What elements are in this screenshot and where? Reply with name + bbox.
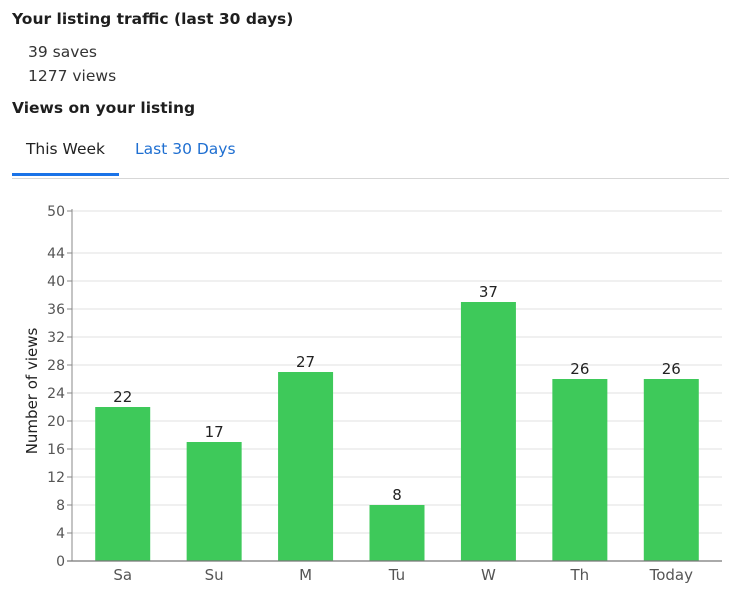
x-tick-label: Tu xyxy=(388,566,405,584)
bar xyxy=(369,505,425,561)
x-tick-label: Today xyxy=(649,566,694,584)
y-tick-label: 12 xyxy=(47,470,65,486)
y-tick-label: 8 xyxy=(56,498,65,514)
x-tick-label: Th xyxy=(570,566,590,584)
y-tick-label: 50 xyxy=(47,204,65,220)
saves-count: 39 saves xyxy=(28,43,98,61)
bar xyxy=(95,407,151,561)
bar-value-label: 22 xyxy=(113,388,132,406)
bar xyxy=(186,442,242,561)
y-tick-label: 32 xyxy=(47,330,65,346)
y-tick-label: 0 xyxy=(56,554,65,570)
x-tick-label: Su xyxy=(205,566,224,584)
bar-value-label: 37 xyxy=(479,283,498,301)
y-tick-label: 16 xyxy=(47,442,65,458)
views-heading: Views on your listing xyxy=(12,99,196,117)
bar-value-label: 26 xyxy=(662,360,681,378)
x-tick-label: Sa xyxy=(113,566,132,584)
chart-range-tabs: This Week Last 30 Days xyxy=(12,129,729,179)
y-tick-label: 20 xyxy=(47,414,65,430)
bar xyxy=(460,302,516,561)
views-count: 1277 views xyxy=(28,67,117,85)
y-tick-label: 24 xyxy=(47,386,65,402)
y-axis-title: Number of views xyxy=(23,328,41,455)
traffic-title: Your listing traffic (last 30 days) xyxy=(12,10,294,28)
bar-value-label: 27 xyxy=(296,353,315,371)
x-tick-label: M xyxy=(299,566,312,584)
x-tick-label: W xyxy=(481,566,496,584)
bar xyxy=(278,372,334,561)
tab-this-week[interactable]: This Week xyxy=(12,129,119,176)
bar xyxy=(643,379,699,561)
bar xyxy=(552,379,608,561)
bar-value-label: 8 xyxy=(392,486,402,504)
y-tick-label: 4 xyxy=(56,526,65,542)
tab-last-30-days[interactable]: Last 30 Days xyxy=(135,140,236,158)
bar-value-label: 26 xyxy=(570,360,589,378)
y-tick-label: 36 xyxy=(47,302,65,318)
y-tick-label: 44 xyxy=(47,246,65,262)
y-tick-label: 28 xyxy=(47,358,65,374)
y-tick-label: 40 xyxy=(47,274,65,290)
bar-value-label: 17 xyxy=(205,423,224,441)
